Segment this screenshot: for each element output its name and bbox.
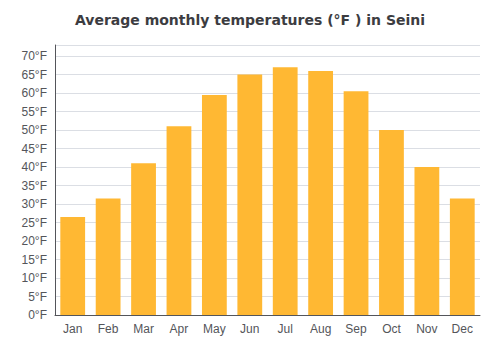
svg-text:May: May xyxy=(203,322,226,336)
svg-text:Feb: Feb xyxy=(98,322,119,336)
svg-text:Dec: Dec xyxy=(452,322,473,336)
svg-text:40°F: 40°F xyxy=(22,160,47,174)
svg-text:5°F: 5°F xyxy=(28,290,47,304)
svg-text:60°F: 60°F xyxy=(22,86,47,100)
svg-text:Mar: Mar xyxy=(133,322,154,336)
svg-text:10°F: 10°F xyxy=(22,271,47,285)
svg-text:Oct: Oct xyxy=(382,322,401,336)
svg-text:15°F: 15°F xyxy=(22,253,47,267)
svg-text:30°F: 30°F xyxy=(22,197,47,211)
svg-text:50°F: 50°F xyxy=(22,123,47,137)
svg-text:Average monthly temperatures (: Average monthly temperatures (°F ) in Se… xyxy=(75,12,425,28)
svg-text:55°F: 55°F xyxy=(22,105,47,119)
svg-text:25°F: 25°F xyxy=(22,216,47,230)
svg-text:Sep: Sep xyxy=(345,322,367,336)
svg-text:20°F: 20°F xyxy=(22,234,47,248)
svg-text:65°F: 65°F xyxy=(22,68,47,82)
svg-text:Nov: Nov xyxy=(416,322,437,336)
svg-text:Apr: Apr xyxy=(170,322,189,336)
svg-text:Jan: Jan xyxy=(63,322,82,336)
svg-text:0°F: 0°F xyxy=(28,308,47,322)
svg-text:Jun: Jun xyxy=(240,322,259,336)
svg-text:70°F: 70°F xyxy=(22,49,47,63)
svg-text:Aug: Aug xyxy=(310,322,331,336)
svg-text:Jul: Jul xyxy=(278,322,293,336)
svg-text:35°F: 35°F xyxy=(22,179,47,193)
svg-text:45°F: 45°F xyxy=(22,142,47,156)
